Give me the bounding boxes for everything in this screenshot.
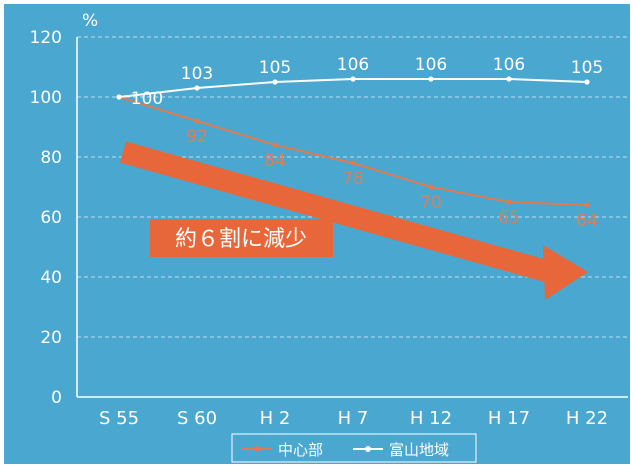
x-tick-label: S 60 (177, 408, 217, 429)
data-point (584, 79, 590, 85)
data-point (194, 85, 200, 91)
data-point (506, 76, 512, 82)
series-lines (116, 76, 590, 208)
x-tick-label: S 55 (99, 408, 139, 429)
data-label: 100 (131, 89, 163, 109)
x-tick-label: H 7 (338, 408, 369, 429)
data-point (116, 94, 122, 100)
y-tick-label: 120 (30, 28, 62, 48)
arrow-shaft (120, 141, 556, 284)
data-label: 105 (571, 58, 603, 78)
data-label: 106 (415, 55, 447, 75)
y-tick-label: 0 (51, 388, 62, 408)
data-label: 84 (264, 151, 286, 171)
data-label: 105 (259, 58, 291, 78)
x-tick-label: H 22 (566, 408, 608, 429)
legend-marker (365, 446, 371, 452)
decrease-arrow (120, 141, 588, 300)
data-label: 70 (420, 193, 442, 213)
legend-label: 中心部 (278, 441, 323, 459)
y-tick-label: 20 (40, 328, 62, 348)
data-label: 106 (337, 55, 369, 75)
data-label: 78 (342, 169, 364, 189)
data-point (428, 76, 434, 82)
y-tick-label: 100 (30, 88, 62, 108)
axes: 0 20 40 60 80 100 120% S 55 S 60 H 2 H 7 H 12 H 17 H … (30, 11, 628, 429)
data-point (428, 184, 434, 190)
data-point (584, 202, 590, 208)
data-point (506, 199, 512, 205)
data-point (194, 118, 200, 124)
x-tick-label: H 17 (488, 408, 530, 429)
annotation-box (150, 219, 333, 257)
data-label: 92 (186, 127, 208, 147)
arrow-head (543, 245, 588, 300)
data-point (272, 142, 278, 148)
data-label: 106 (493, 55, 525, 75)
data-label: 65 (498, 208, 520, 228)
annotation-text: 約６割に減少 (175, 227, 307, 252)
y-tick-label: 40 (40, 268, 62, 288)
data-point (350, 76, 356, 82)
legend: 中心部 富山地域 (231, 433, 477, 463)
annotation: 約６割に減少 (150, 219, 333, 257)
data-labels: 92 84 78 70 65 64 100 103 105 106 106 106 105 (131, 55, 603, 231)
y-tick-label: 60 (40, 208, 62, 228)
data-label: 103 (181, 64, 213, 84)
data-point (272, 79, 278, 85)
x-tick-label: H 12 (410, 408, 452, 429)
legend-marker (254, 446, 260, 452)
y-tick-label: 80 (40, 148, 62, 168)
x-tick-label: H 2 (260, 408, 291, 429)
legend-box (231, 433, 477, 463)
data-point (350, 160, 356, 166)
data-label: 64 (576, 211, 598, 231)
legend-label: 富山地域 (389, 441, 449, 459)
y-axis-unit: % (82, 11, 98, 31)
